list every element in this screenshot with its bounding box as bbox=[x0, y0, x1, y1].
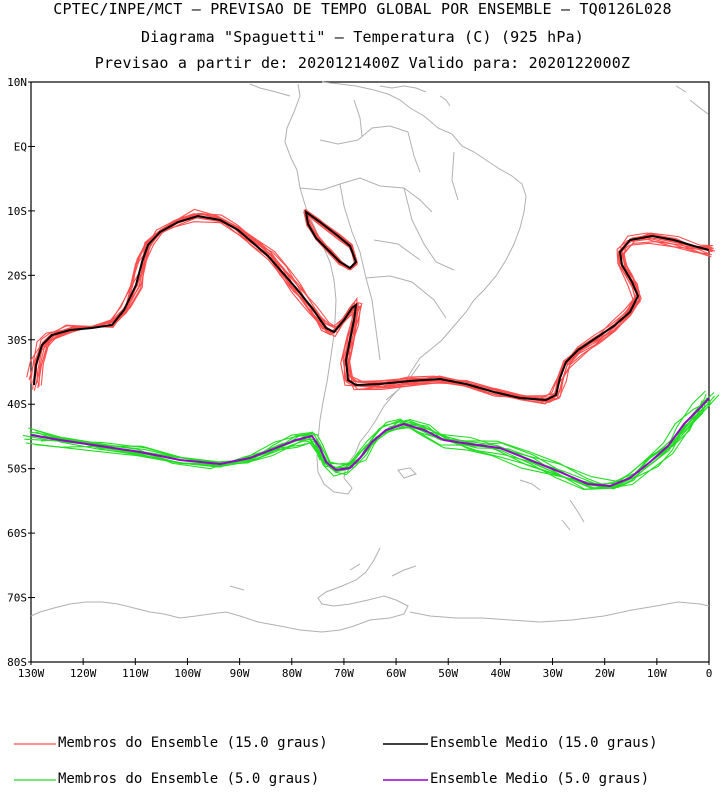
ensemble-mean-15c-andes bbox=[304, 209, 358, 270]
lon-label: 100W bbox=[174, 667, 201, 680]
lon-label: 20W bbox=[595, 667, 615, 680]
legend-label-members-5: Membros do Ensemble (5.0 graus) bbox=[58, 771, 320, 787]
ensemble-member-15c bbox=[38, 213, 711, 401]
lat-label: 10S bbox=[7, 205, 27, 218]
map-frame bbox=[30, 81, 710, 663]
lat-label: 20S bbox=[7, 269, 27, 282]
lat-label: 80S bbox=[7, 656, 27, 669]
lon-label: 60W bbox=[386, 667, 406, 680]
title-line-2: Diagrama "Spaguetti" – Temperatura (C) (… bbox=[140, 28, 585, 46]
lon-label: 110W bbox=[122, 667, 149, 680]
south-america-coast bbox=[284, 81, 527, 495]
lon-label: 120W bbox=[70, 667, 97, 680]
lon-label: 130W bbox=[18, 667, 45, 680]
lon-label: 90W bbox=[230, 667, 250, 680]
lat-label: 30S bbox=[7, 334, 27, 347]
lat-label: 10N bbox=[7, 76, 27, 89]
legend-label-mean-15: Ensemble Medio (15.0 graus) bbox=[430, 735, 658, 751]
title-line-3: Previsao a partir de: 2020121400Z Valido… bbox=[94, 54, 631, 72]
lat-label: 60S bbox=[7, 527, 27, 540]
coastlines bbox=[30, 81, 710, 633]
lat-label: EQ bbox=[14, 140, 27, 153]
legend-label-members-15: Membros do Ensemble (15.0 graus) bbox=[58, 735, 328, 751]
legend-label-mean-5: Ensemble Medio (5.0 graus) bbox=[430, 771, 650, 787]
ensemble-mean-15c bbox=[33, 214, 710, 402]
lon-label: 80W bbox=[282, 667, 302, 680]
lat-label: 70S bbox=[7, 592, 27, 605]
longitude-labels: 130W 120W 110W 100W 90W 80W 70W 60W 50W 40W 30W 20W… bbox=[18, 667, 713, 680]
lon-label: 70W bbox=[334, 667, 354, 680]
lon-label: 30W bbox=[543, 667, 563, 680]
ensemble-mean-5c bbox=[30, 397, 710, 488]
lon-label: 0 bbox=[706, 667, 713, 680]
lat-label: 50S bbox=[7, 463, 27, 476]
ensemble-member-15c bbox=[26, 213, 713, 402]
lon-label: 50W bbox=[438, 667, 458, 680]
lon-label: 40W bbox=[490, 667, 510, 680]
antarctica-coast bbox=[30, 547, 409, 633]
title-line-1: CPTEC/INPE/MCT – PREVISAO DE TEMPO GLOBA… bbox=[53, 0, 672, 18]
axis-ticks bbox=[28, 81, 710, 665]
lat-label: 40S bbox=[7, 398, 27, 411]
lon-label: 10W bbox=[647, 667, 667, 680]
ensemble-member-5c bbox=[34, 400, 703, 489]
latitude-labels: 10N EQ 10S 20S 30S 40S 50S 60S 70S 80S bbox=[7, 76, 27, 669]
